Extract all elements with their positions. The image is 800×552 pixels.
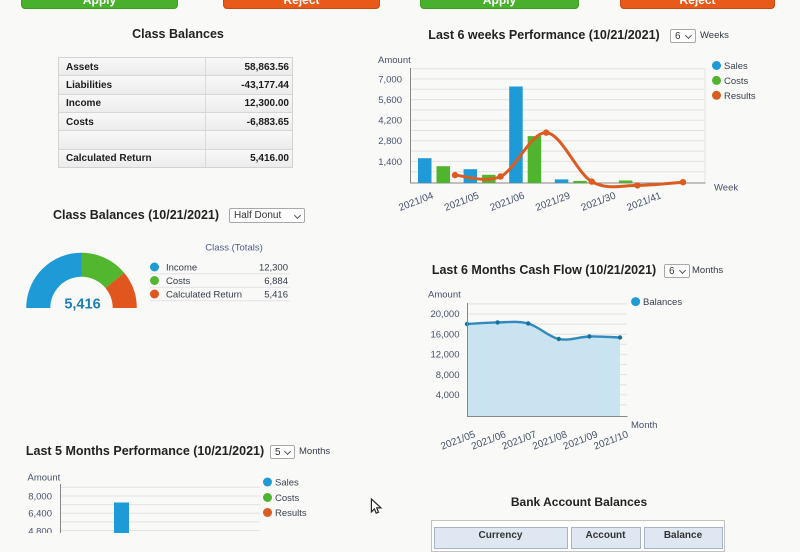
svg-text:2021/06: 2021/06 xyxy=(489,190,527,213)
svg-text:2021/29: 2021/29 xyxy=(534,190,572,213)
svg-text:Costs: Costs xyxy=(166,276,191,287)
svg-text:4,200: 4,200 xyxy=(378,116,402,127)
svg-text:8,000: 8,000 xyxy=(28,491,52,502)
svg-text:2021/05: 2021/05 xyxy=(443,190,481,213)
svg-text:6,400: 6,400 xyxy=(28,509,52,520)
svg-text:Month: Month xyxy=(631,420,657,431)
svg-text:8,000: 8,000 xyxy=(436,370,460,381)
svg-text:Costs: Costs xyxy=(724,76,749,87)
svg-text:6,884: 6,884 xyxy=(264,276,288,287)
svg-text:Income: Income xyxy=(166,262,197,273)
svg-text:5,600: 5,600 xyxy=(378,95,402,106)
svg-text:4,800: 4,800 xyxy=(28,526,52,533)
svg-text:12,000: 12,000 xyxy=(430,350,459,361)
svg-text:Amount: Amount xyxy=(378,55,411,66)
svg-text:12,300: 12,300 xyxy=(259,262,288,273)
svg-text:2,800: 2,800 xyxy=(378,136,402,147)
svg-text:20,000: 20,000 xyxy=(430,309,459,320)
svg-text:Week: Week xyxy=(714,183,738,194)
svg-text:7,000: 7,000 xyxy=(378,74,402,85)
svg-text:5,416: 5,416 xyxy=(264,289,288,300)
svg-text:Calculated Return: Calculated Return xyxy=(166,289,242,300)
svg-text:2021/30: 2021/30 xyxy=(580,190,618,213)
svg-text:Amount: Amount xyxy=(428,290,461,301)
svg-text:16,000: 16,000 xyxy=(430,329,459,340)
svg-text:2021/10: 2021/10 xyxy=(592,429,630,452)
svg-text:Balances: Balances xyxy=(643,297,682,308)
svg-text:Results: Results xyxy=(275,508,307,519)
svg-text:1,400: 1,400 xyxy=(378,157,402,168)
svg-text:Class (Totals): Class (Totals) xyxy=(205,243,263,254)
svg-text:Costs: Costs xyxy=(275,493,300,504)
svg-text:2021/41: 2021/41 xyxy=(625,190,663,213)
svg-text:Amount: Amount xyxy=(28,473,61,484)
svg-text:Sales: Sales xyxy=(275,478,299,489)
svg-text:Results: Results xyxy=(724,91,756,102)
svg-text:Sales: Sales xyxy=(724,61,748,72)
svg-text:2021/04: 2021/04 xyxy=(397,190,435,213)
svg-text:5,416: 5,416 xyxy=(64,297,100,313)
svg-text:4,000: 4,000 xyxy=(436,390,460,401)
